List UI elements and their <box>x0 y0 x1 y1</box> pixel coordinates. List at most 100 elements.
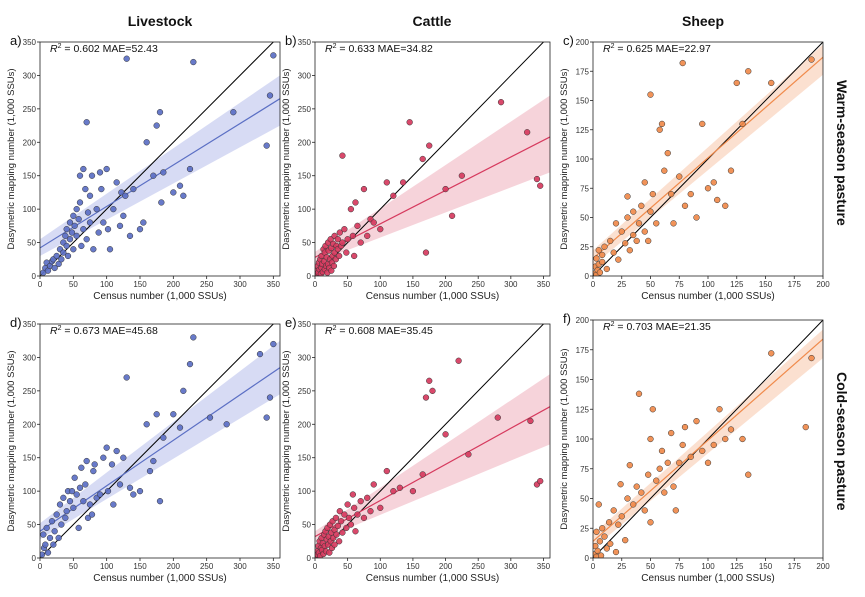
data-point <box>649 406 656 413</box>
data-point <box>63 226 70 233</box>
y-axis-label: Dasymetric mapping number (1,000 SSUs) <box>281 68 292 249</box>
y-tick-label: 100 <box>23 487 37 496</box>
data-point <box>60 249 67 256</box>
data-point <box>84 514 92 522</box>
panel-a: 0 50 100 150 200 250 300 350 0 50 100 150 200 250 300 3… <box>6 33 281 302</box>
x-tick-label: 0 <box>38 280 43 289</box>
data-point <box>332 514 340 522</box>
data-point <box>661 489 668 496</box>
x-tick-label: 300 <box>504 562 518 571</box>
x-tick-label: 350 <box>537 280 551 289</box>
data-point <box>672 507 679 514</box>
x-tick-label: 75 <box>675 280 684 289</box>
y-tick-label: 200 <box>23 138 37 147</box>
y-tick-label: 175 <box>576 346 590 355</box>
data-point <box>230 109 237 116</box>
data-point <box>603 265 610 273</box>
data-point <box>419 155 426 163</box>
data-point <box>73 205 80 213</box>
data-point <box>745 471 752 478</box>
data-point <box>647 519 654 526</box>
data-point <box>533 175 541 183</box>
data-point <box>51 528 58 535</box>
x-tick-label: 350 <box>537 562 551 571</box>
y-tick-label: 150 <box>23 454 37 463</box>
stats-values: = 0.673 MAE=45.68 <box>62 325 158 337</box>
data-point <box>158 199 165 206</box>
data-point <box>624 495 631 502</box>
data-point <box>596 269 604 276</box>
regression-line <box>315 406 550 538</box>
confidence-band <box>40 75 280 256</box>
data-point <box>802 423 809 431</box>
data-point <box>55 260 62 268</box>
x-tick-label: 100 <box>701 280 715 289</box>
data-point <box>612 548 620 556</box>
x-tick-label: 250 <box>200 280 214 289</box>
data-point <box>176 182 184 189</box>
y-tick-label: 50 <box>580 495 589 504</box>
x-axis-label: Census number (1,000 SSUs) <box>366 573 499 584</box>
data-point <box>716 406 723 413</box>
data-point <box>349 232 357 240</box>
data-point <box>95 229 102 236</box>
data-point <box>103 165 110 173</box>
r-squared-exponent: 2 <box>611 321 615 328</box>
data-point <box>599 525 606 532</box>
panel-label: a) <box>10 33 22 48</box>
data-point <box>658 447 666 455</box>
stats-values: = 0.608 MAE=35.45 <box>337 325 433 337</box>
data-point <box>370 219 377 226</box>
x-tick-label: 125 <box>730 280 744 289</box>
data-point <box>679 441 686 449</box>
y-tick-label: 300 <box>298 353 312 362</box>
data-point <box>768 350 775 357</box>
data-point <box>357 498 364 505</box>
data-point <box>80 226 87 233</box>
x-tick-label: 350 <box>267 280 281 289</box>
data-point <box>150 457 157 465</box>
data-point <box>337 518 345 525</box>
x-tick-label: 100 <box>100 280 114 289</box>
data-point <box>122 192 129 199</box>
panel-e: 0 50 100 150 200 250 300 350 0 50 100 150 200 250 300 3… <box>281 315 551 584</box>
y-tick-label: 50 <box>580 214 589 223</box>
data-point <box>641 507 648 514</box>
data-point <box>626 247 633 254</box>
data-point <box>73 232 80 240</box>
data-point <box>75 524 82 532</box>
data-point <box>86 192 94 199</box>
data-point <box>422 394 430 401</box>
data-point <box>113 179 120 186</box>
data-point <box>53 252 60 260</box>
x-tick-label: 150 <box>759 562 773 571</box>
y-axis-label: Dasymetric mapping number (1,000 SSUs) <box>559 68 570 249</box>
y-tick-label: 250 <box>23 387 37 396</box>
data-point <box>43 524 50 532</box>
y-axis-label: Dasymetric mapping number (1,000 SSUs) <box>281 350 292 531</box>
data-point <box>768 79 775 87</box>
x-tick-label: 100 <box>374 280 388 289</box>
data-point <box>596 538 604 545</box>
data-point <box>206 414 214 421</box>
y-tick-label: 150 <box>576 376 590 385</box>
panel-label: e) <box>285 315 297 330</box>
data-point <box>633 483 640 490</box>
data-point <box>626 462 633 469</box>
data-point <box>693 214 700 221</box>
data-point <box>339 239 346 246</box>
data-point <box>104 487 112 495</box>
data-point <box>51 264 58 272</box>
data-point <box>56 501 64 508</box>
data-point <box>399 179 407 186</box>
y-tick-label: 0 <box>585 272 590 281</box>
x-axis-label: Census number (1,000 SSUs) <box>93 573 226 584</box>
y-tick-label: 25 <box>580 524 589 533</box>
x-tick-label: 50 <box>646 280 655 289</box>
x-tick-label: 200 <box>816 562 830 571</box>
x-tick-label: 200 <box>439 562 453 571</box>
data-point <box>46 534 54 542</box>
data-point <box>351 504 358 512</box>
data-point <box>118 189 125 196</box>
